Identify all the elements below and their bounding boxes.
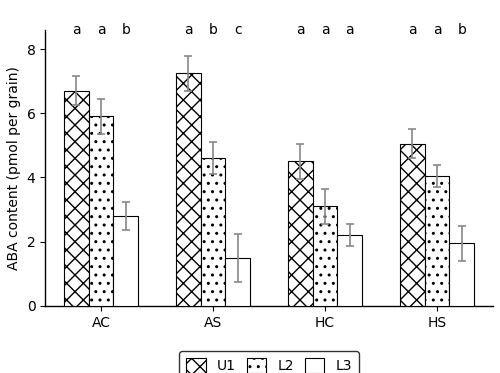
Bar — [176, 73, 201, 306]
Bar — [64, 91, 89, 306]
Text: b: b — [208, 23, 218, 37]
Bar — [313, 206, 338, 306]
Bar — [226, 258, 250, 306]
Text: a: a — [72, 23, 81, 37]
Bar — [424, 176, 450, 306]
Text: c: c — [234, 23, 241, 37]
Text: b: b — [122, 23, 130, 37]
Text: a: a — [408, 23, 416, 37]
Y-axis label: ABA content (pmol per grain): ABA content (pmol per grain) — [7, 66, 21, 270]
Text: a: a — [97, 23, 106, 37]
Bar — [450, 243, 474, 306]
Text: b: b — [458, 23, 466, 37]
Bar — [201, 158, 226, 306]
Text: a: a — [346, 23, 354, 37]
Text: a: a — [321, 23, 330, 37]
Bar — [89, 116, 114, 306]
Bar — [400, 144, 424, 306]
Text: a: a — [432, 23, 442, 37]
Bar — [114, 216, 138, 306]
Legend: U1, L2, L3: U1, L2, L3 — [179, 351, 359, 373]
Bar — [338, 235, 362, 306]
Text: a: a — [184, 23, 193, 37]
Text: a: a — [296, 23, 304, 37]
Bar — [288, 162, 313, 306]
